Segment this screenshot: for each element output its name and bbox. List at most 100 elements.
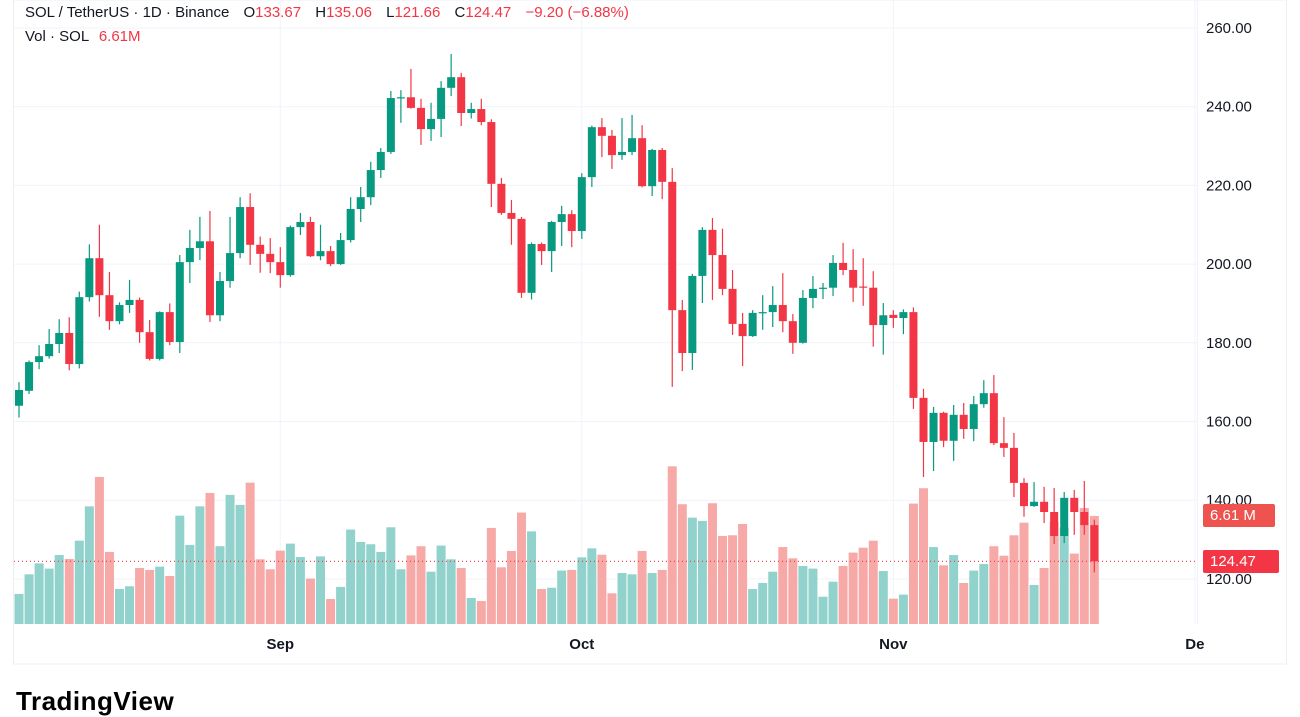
- candle-body: [909, 312, 918, 398]
- time-tick-label: Oct: [569, 636, 595, 653]
- symbol-legend: SOL / TetherUS · 1D · Binance O133.67 H1…: [25, 4, 629, 21]
- candle-body: [447, 77, 456, 88]
- volume-bar: [255, 559, 265, 624]
- candle-body: [1070, 497, 1079, 513]
- volume-bar: [104, 551, 114, 624]
- volume-bar: [537, 589, 547, 624]
- volume-bar: [898, 594, 908, 624]
- volume-bar: [858, 547, 868, 624]
- candle-body: [517, 218, 526, 293]
- candle-body: [406, 97, 415, 108]
- tradingview-logo[interactable]: TradingView: [16, 686, 174, 717]
- volume-bar: [135, 567, 145, 624]
- candle-body: [869, 287, 878, 326]
- volume-bar: [406, 555, 416, 624]
- volume-bar: [245, 482, 255, 624]
- volume-bar: [567, 569, 577, 624]
- candle-body: [678, 310, 687, 354]
- volume-bar: [1039, 567, 1049, 624]
- chart-frame: [13, 0, 1287, 665]
- volume-bar: [828, 581, 838, 624]
- volume-bar: [1049, 521, 1059, 624]
- close-label: C: [454, 4, 466, 21]
- interval[interactable]: 1D: [142, 4, 162, 21]
- time-tick-label: Sep: [266, 636, 295, 653]
- candle-body: [276, 262, 285, 276]
- volume-bar: [818, 596, 828, 624]
- candle-body: [919, 397, 928, 442]
- price-chart[interactable]: 260.00240.00220.00200.00180.00160.00140.…: [0, 0, 1300, 700]
- volume-bar: [687, 517, 697, 624]
- volume-bar: [155, 566, 165, 624]
- symbol-name[interactable]: SOL / TetherUS: [25, 4, 130, 21]
- volume-bar: [1029, 584, 1039, 624]
- volume-label: Vol · SOL: [25, 28, 89, 45]
- candle-body: [1090, 525, 1099, 562]
- candle-body: [105, 295, 114, 322]
- volume-bar: [979, 564, 989, 624]
- volume-bar: [547, 587, 557, 624]
- price-tick-label: 200.00: [1206, 256, 1252, 273]
- volume-bar: [466, 598, 476, 624]
- candle-body: [1030, 501, 1039, 507]
- candle-body: [286, 227, 295, 276]
- low-label: L: [386, 4, 395, 21]
- volume-bar: [949, 555, 959, 624]
- price-axis[interactable]: 260.00240.00220.00200.00180.00160.00140.…: [1206, 20, 1252, 588]
- candle-body: [859, 286, 868, 288]
- high-label: H: [315, 4, 327, 21]
- candle-body: [1060, 497, 1069, 537]
- candle-body: [427, 118, 436, 130]
- candle-body: [115, 305, 124, 322]
- volume-bar: [326, 598, 336, 624]
- volume-bar: [1069, 553, 1079, 624]
- volume-bar: [738, 523, 748, 624]
- candle-body: [527, 244, 536, 293]
- volume-bar: [587, 548, 597, 624]
- volume-bar: [305, 578, 315, 624]
- candle-body: [457, 77, 466, 113]
- candle-body: [557, 214, 566, 222]
- candle-body: [688, 275, 697, 354]
- candle-body: [658, 149, 667, 182]
- volume-bar: [84, 506, 94, 624]
- candle-body: [648, 149, 657, 187]
- candle-body: [25, 362, 34, 391]
- time-tick-label: Nov: [879, 636, 908, 653]
- volume-bar: [939, 565, 949, 624]
- candle-body: [85, 258, 94, 298]
- volume-bar: [74, 540, 84, 624]
- close-value: 124.47: [465, 4, 512, 21]
- volume-bar: [145, 569, 155, 624]
- volume-bar: [728, 535, 738, 624]
- candle-body: [939, 412, 948, 441]
- volume-bar: [356, 541, 366, 624]
- candle-body: [396, 97, 405, 99]
- volume-bar: [617, 573, 627, 624]
- volume-series: [14, 466, 1099, 624]
- candle-body: [587, 127, 596, 178]
- candle-body: [256, 244, 265, 254]
- candle-body: [467, 109, 476, 113]
- candle-body: [507, 212, 516, 219]
- volume-bar: [205, 492, 215, 624]
- volume-bar: [597, 554, 607, 624]
- volume-bar: [667, 466, 677, 624]
- candle-body: [778, 305, 787, 322]
- volume-bar: [1009, 535, 1019, 624]
- volume-bar: [607, 593, 617, 624]
- candle-body: [266, 253, 275, 263]
- price-tick-label: 120.00: [1206, 571, 1252, 588]
- volume-bar: [34, 563, 44, 624]
- candle-body: [356, 197, 365, 210]
- volume-bar: [24, 574, 34, 624]
- candle-body: [417, 107, 425, 130]
- candle-body: [346, 209, 355, 241]
- volume-bar: [627, 574, 637, 624]
- separator: ·: [129, 4, 143, 21]
- volume-bar: [868, 540, 878, 624]
- volume-bar: [336, 586, 346, 624]
- candle-body: [236, 207, 245, 254]
- volume-bar: [778, 547, 788, 624]
- candle-body: [376, 151, 385, 171]
